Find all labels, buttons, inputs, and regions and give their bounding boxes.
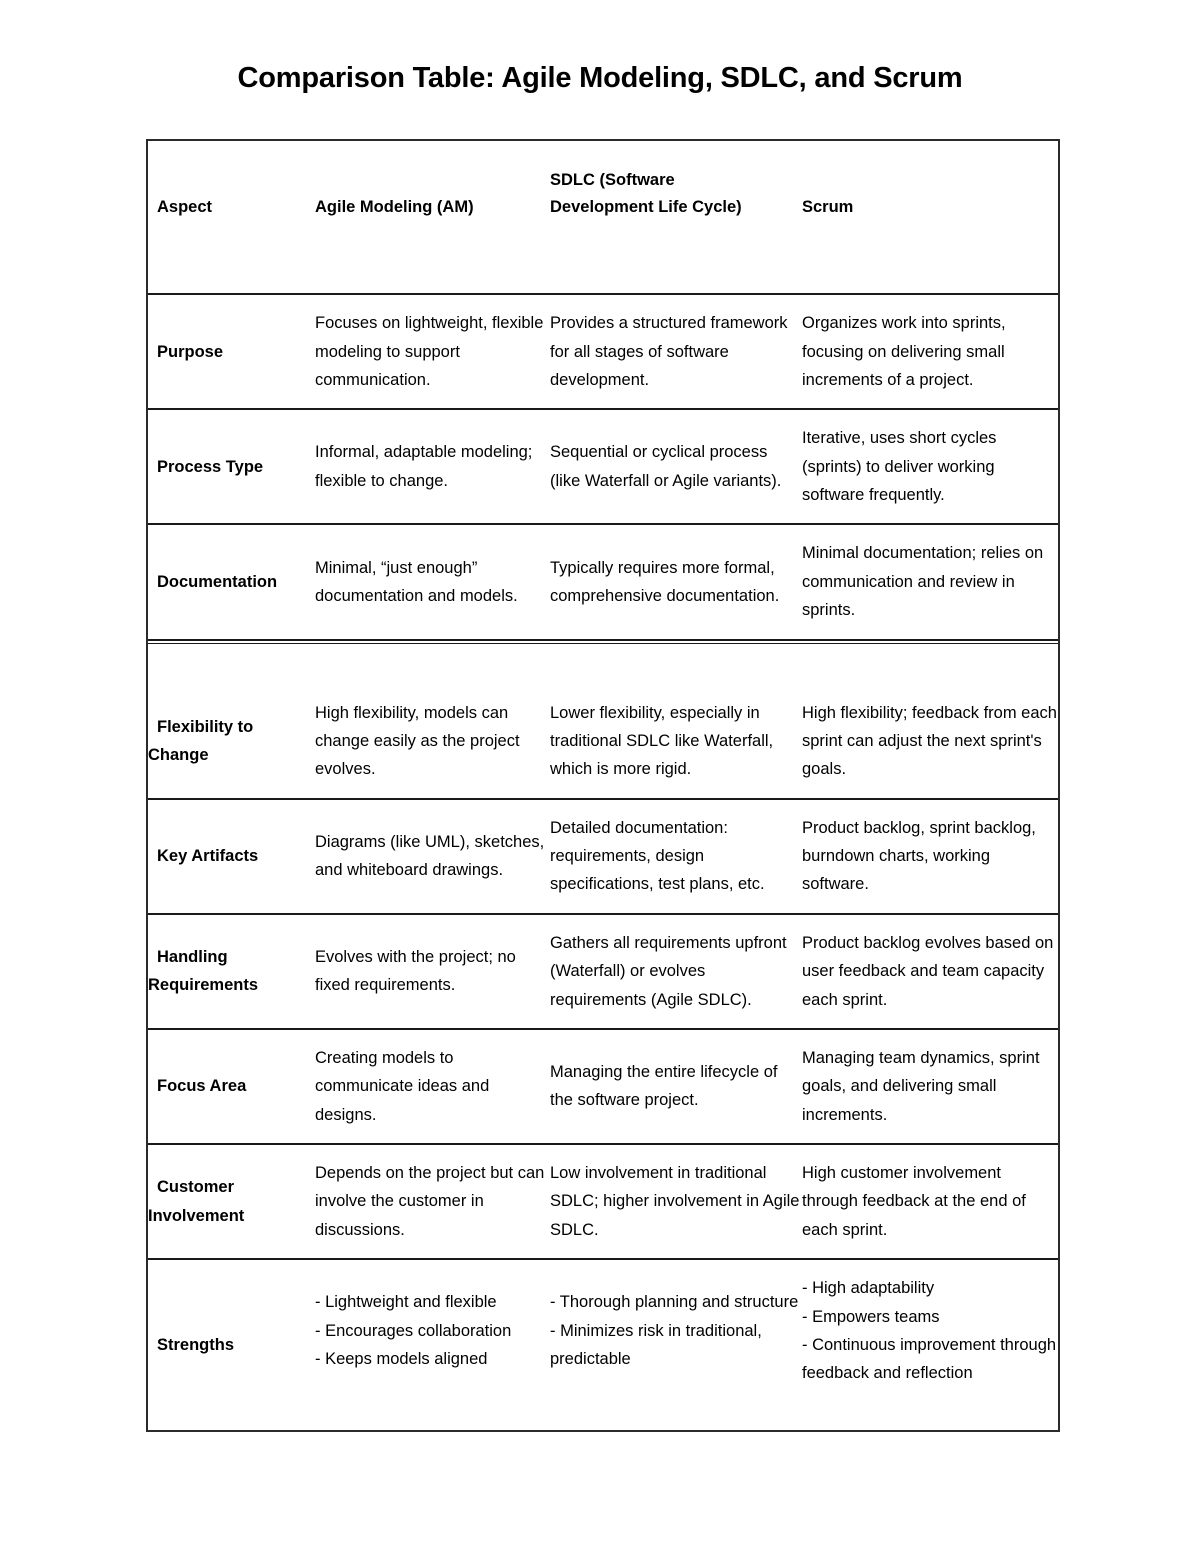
comparison-table: Aspect Agile Modeling (AM) SDLC (Softwar… [148,141,1058,1431]
table-row-process-type: Process Type Informal, adaptable modelin… [148,408,1058,525]
cell-key-artifacts-agile-modeling: Diagrams (like UML), sketches, and white… [315,797,550,914]
table-row-strengths: Strengths - Lightweight and flexible - E… [148,1258,1058,1431]
row-label-customer-involvement: Customer Involvement [148,1143,315,1260]
table-row-handling-requirements: Handling Requirements Evolves with the p… [148,912,1058,1029]
row-label-process-type: Process Type [148,408,315,525]
list-item: - Encourages collaboration [315,1321,512,1340]
row-label-handling-requirements: Handling Requirements [148,912,315,1029]
strengths-scrum-list: - High adaptability - Empowers teams - C… [802,1274,1058,1411]
list-item: - Thorough planning and structure [550,1293,799,1312]
section-break-rule [148,638,1058,685]
comparison-table-container: Aspect Agile Modeling (AM) SDLC (Softwar… [146,139,1060,1433]
cell-key-artifacts-scrum: Product backlog, sprint backlog, burndow… [802,797,1058,914]
cell-documentation-agile-modeling: Minimal, “just enough” documentation and… [315,523,550,640]
list-item: - Continuous improvement through feedbac… [802,1335,1057,1383]
column-header-sdlc-line2: Development Life Cycle) [550,197,742,216]
list-item: - Minimizes risk in traditional, predict… [550,1321,762,1369]
cell-key-artifacts-sdlc: Detailed documentation: requirements, de… [550,797,802,914]
cell-customer-involvement-agile-modeling: Depends on the project but can involve t… [315,1143,550,1260]
column-header-agile-modeling: Agile Modeling (AM) [315,141,550,294]
page-title: Comparison Table: Agile Modeling, SDLC, … [237,62,963,94]
strengths-am-list: - Lightweight and flexible - Encourages … [315,1288,550,1396]
row-label-purpose: Purpose [148,293,315,410]
cell-flexibility-scrum: High flexibility; feedback from each spr… [802,703,1057,779]
strengths-sdlc-list: - Thorough planning and structure - Mini… [550,1288,802,1396]
cell-strengths-sdlc: - Thorough planning and structure - Mini… [550,1258,802,1431]
table-row-key-artifacts: Key Artifacts Diagrams (like UML), sketc… [148,797,1058,914]
table-row-flexibility-to-change: Flexibility to Change High flexibility, … [148,685,1058,799]
table-row-purpose: Purpose Focuses on lightweight, flexible… [148,293,1058,410]
column-header-agile-modeling-label: Agile Modeling (AM) [315,197,474,216]
list-item: - Empowers teams [802,1307,940,1326]
table-row-focus-area: Focus Area Creating models to communicat… [148,1027,1058,1145]
cell-process-type-scrum: Iterative, uses short cycles (sprints) t… [802,408,1058,525]
cell-customer-involvement-scrum: High customer involvement through feedba… [802,1143,1058,1260]
cell-purpose-scrum: Organizes work into sprints, focusing on… [802,293,1058,410]
cell-strengths-scrum: - High adaptability - Empowers teams - C… [802,1258,1058,1431]
table-row-customer-involvement: Customer Involvement Depends on the proj… [148,1143,1058,1260]
column-header-sdlc: SDLC (Software Development Life Cycle) [550,141,802,294]
cell-customer-involvement-sdlc: Low involvement in traditional SDLC; hig… [550,1143,802,1260]
column-header-scrum: Scrum [802,141,1058,294]
cell-focus-area-agile-modeling: Creating models to communicate ideas and… [315,1027,550,1145]
cell-flexibility-sdlc: Lower flexibility, especially in traditi… [550,703,774,779]
cell-strengths-agile-modeling: - Lightweight and flexible - Encourages … [315,1258,550,1431]
double-rule [148,643,1058,684]
column-header-aspect: Aspect [148,141,315,294]
cell-handling-requirements-agile-modeling: Evolves with the project; no fixed requi… [315,912,550,1029]
column-header-aspect-label: Aspect [157,197,213,216]
list-item: - High adaptability [802,1279,935,1298]
cell-process-type-sdlc: Sequential or cyclical process (like Wat… [550,408,802,525]
table-header-row: Aspect Agile Modeling (AM) SDLC (Softwar… [148,141,1058,294]
cell-focus-area-sdlc: Managing the entire lifecycle of the sof… [550,1027,802,1145]
row-label-documentation: Documentation [148,523,315,640]
cell-process-type-agile-modeling: Informal, adaptable modeling; flexible t… [315,408,550,525]
cell-documentation-sdlc: Typically requires more formal, comprehe… [550,523,802,640]
row-label-focus-area: Focus Area [148,1027,315,1145]
table-body: Purpose Focuses on lightweight, flexible… [148,293,1058,1431]
cell-flexibility-agile-modeling: High flexibility, models can change easi… [315,703,520,779]
column-header-scrum-label: Scrum [802,197,854,216]
column-header-sdlc-line1: SDLC (Software [550,171,675,189]
cell-handling-requirements-sdlc: Gathers all requirements upfront (Waterf… [550,912,802,1029]
cell-purpose-agile-modeling: Focuses on lightweight, flexible modelin… [315,293,550,410]
list-item: - Lightweight and flexible [315,1293,497,1312]
list-item: - Keeps models aligned [315,1350,488,1369]
cell-purpose-sdlc: Provides a structured framework for all … [550,293,802,410]
table-row-documentation: Documentation Minimal, “just enough” doc… [148,523,1058,640]
table-section-break [148,638,1058,685]
cell-handling-requirements-scrum: Product backlog evolves based on user fe… [802,912,1058,1029]
row-label-key-artifacts: Key Artifacts [148,797,315,914]
cell-documentation-scrum: Minimal documentation; relies on communi… [802,523,1058,640]
row-label-strengths: Strengths [148,1258,315,1431]
cell-focus-area-scrum: Managing team dynamics, sprint goals, an… [802,1027,1058,1145]
column-header-sdlc-label: SDLC (Software Development Life Cycle) [550,167,802,242]
row-label-flexibility-to-change: Flexibility to Change [148,717,254,765]
